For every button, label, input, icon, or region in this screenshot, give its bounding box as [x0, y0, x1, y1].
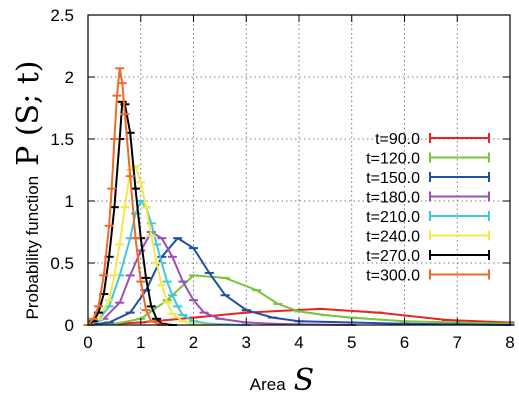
- legend-entry: t=150.0: [366, 170, 490, 187]
- legend-label: t=210.0: [366, 209, 420, 226]
- x-tick-label: 3: [242, 333, 251, 352]
- legend-label: t=180.0: [366, 190, 420, 207]
- x-tick-labels: 0 1 2 3 4 5 6 7 8: [83, 333, 514, 352]
- series-line: [87, 237, 511, 326]
- x-tick-label: 1: [136, 333, 145, 352]
- legend-entry: t=270.0: [366, 248, 490, 265]
- x-axis-label-symbol: S: [294, 363, 315, 394]
- y-axis-label-symbol: P (S; t): [11, 60, 46, 165]
- x-tick-label: 5: [347, 333, 356, 352]
- x-tick-label: 0: [83, 333, 92, 352]
- legend-label: t=240.0: [366, 229, 420, 246]
- y-tick-label: 1: [65, 192, 74, 211]
- legend: t=90.0 t=120.0 t=150.0 t=180.0 t=210.0 t=240.…: [366, 131, 490, 285]
- y-axis-label-word: Probability function: [23, 176, 42, 320]
- y-tick-label: 1.5: [50, 130, 74, 149]
- legend-label: t=300.0: [366, 268, 420, 285]
- legend-label: t=90.0: [375, 131, 420, 148]
- y-tick-label: 0.5: [50, 254, 74, 273]
- x-tick-label: 4: [294, 333, 303, 352]
- legend-entry: t=120.0: [366, 151, 490, 168]
- legend-entry: t=180.0: [366, 190, 490, 207]
- legend-entry: t=90.0: [375, 131, 490, 148]
- x-axis-label-word: Area: [250, 375, 286, 394]
- x-tick-label: 8: [505, 333, 514, 352]
- x-axis-label: Area S: [250, 363, 314, 394]
- y-tick-label: 2.5: [50, 6, 74, 25]
- y-tick-labels: 0 0.5 1 1.5 2 2.5: [50, 6, 74, 335]
- y-axis-label: Probability function P (S; t): [11, 60, 46, 319]
- series-line: [87, 231, 352, 326]
- legend-entry: t=210.0: [366, 209, 490, 226]
- y-tick-label: 2: [65, 68, 74, 87]
- x-tick-label: 7: [453, 333, 462, 352]
- series-line: [87, 165, 210, 326]
- axis-ticks: [87, 14, 511, 326]
- series-line: [87, 274, 511, 326]
- legend-label: t=270.0: [366, 248, 420, 265]
- x-tick-label: 2: [189, 333, 198, 352]
- legend-label: t=120.0: [366, 151, 420, 168]
- legend-entry: t=240.0: [366, 229, 490, 246]
- legend-label: t=150.0: [366, 170, 420, 187]
- x-tick-label: 6: [400, 333, 409, 352]
- legend-entry: t=300.0: [366, 268, 490, 285]
- y-tick-label: 0: [65, 316, 74, 335]
- series-6: [83, 165, 214, 326]
- series-1: [83, 307, 515, 326]
- series-4: [83, 231, 357, 326]
